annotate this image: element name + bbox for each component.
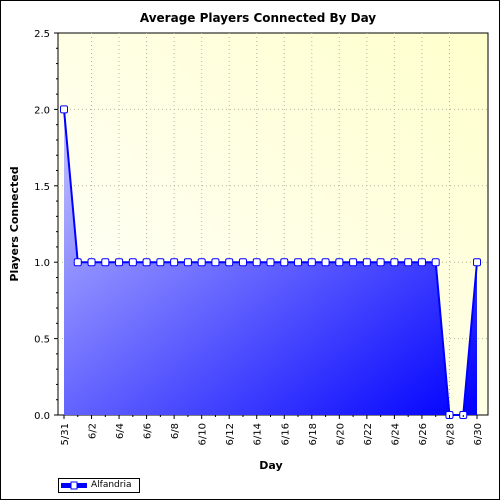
x-tick-label: 6/6: [143, 423, 154, 439]
data-point: [294, 258, 303, 267]
x-tick-label: 6/28: [445, 423, 456, 445]
y-tick-label: 1.5: [34, 182, 50, 193]
data-point: [183, 258, 192, 267]
data-point: [115, 258, 124, 267]
x-tick-label: 6/16: [280, 423, 291, 445]
y-tick-label: 0.0: [34, 411, 50, 422]
data-point: [404, 258, 413, 267]
data-point: [431, 258, 440, 267]
legend: Alfandria: [58, 478, 140, 493]
data-point: [87, 258, 96, 267]
x-tick-label: 6/30: [473, 423, 484, 445]
x-tick-label: 6/22: [363, 423, 374, 445]
data-point: [362, 258, 371, 267]
data-point: [197, 258, 206, 267]
x-tick-label: 5/31: [60, 423, 71, 445]
x-tick-label: 6/20: [335, 423, 346, 445]
x-tick-label: 6/26: [418, 423, 429, 445]
data-point: [170, 258, 179, 267]
data-point: [101, 258, 110, 267]
x-axis-title: Day: [259, 459, 282, 472]
data-point: [473, 258, 481, 267]
data-point: [73, 258, 82, 267]
data-point: [321, 258, 330, 267]
data-point: [307, 258, 316, 267]
data-point: [335, 258, 344, 267]
data-point: [142, 258, 151, 267]
y-axis: 0.0 0.5 1.0 1.5 2.0 2.5: [34, 29, 58, 422]
data-point: [225, 258, 234, 267]
data-point: [252, 258, 261, 267]
data-point: [349, 258, 358, 267]
data-point: [266, 258, 275, 267]
legend-label: Alfandria: [91, 480, 132, 490]
x-tick-label: 6/2: [88, 423, 99, 439]
data-point: [390, 258, 399, 267]
y-axis-title: Players Connected: [8, 166, 21, 281]
x-axis: 5/31 6/2 6/4 6/6 6/8 6/10 6/12 6/14 6/16 6/18 6/20…: [60, 415, 484, 445]
data-point: [156, 258, 165, 267]
chart-title: Average Players Connected By Day: [140, 11, 376, 25]
data-point: [417, 258, 426, 267]
x-tick-label: 6/18: [308, 423, 319, 445]
legend-swatch: [61, 481, 87, 490]
data-point: [60, 105, 68, 114]
y-tick-label: 2.5: [34, 29, 50, 40]
y-tick-label: 0.5: [34, 335, 50, 346]
x-tick-label: 6/14: [253, 423, 264, 445]
data-point: [280, 258, 289, 267]
y-tick-label: 1.0: [34, 258, 50, 269]
data-point: [211, 258, 220, 267]
x-tick-label: 6/24: [390, 423, 401, 445]
x-tick-label: 6/10: [198, 423, 209, 445]
x-tick-label: 6/8: [170, 423, 181, 439]
y-tick-label: 2.0: [34, 105, 50, 116]
data-point: [238, 258, 247, 267]
data-point: [376, 258, 385, 267]
x-tick-label: 6/12: [225, 423, 236, 445]
data-point: [128, 258, 137, 267]
x-tick-label: 6/4: [115, 423, 126, 439]
